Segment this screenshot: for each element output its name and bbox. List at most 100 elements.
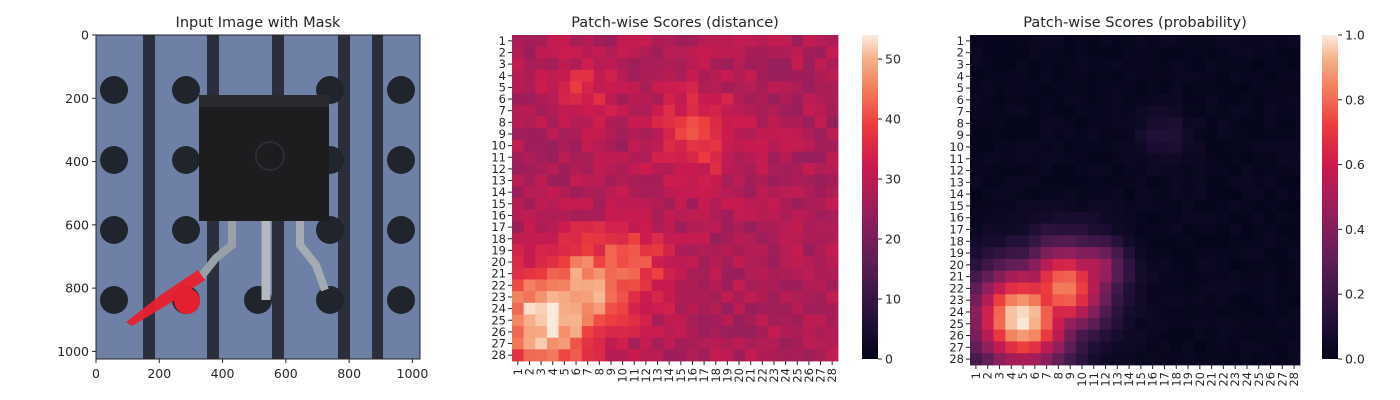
heatmap-cell <box>1064 164 1077 177</box>
heatmap-cell <box>803 209 816 222</box>
heatmap-cell <box>1052 223 1065 236</box>
heatmap-cell <box>1241 70 1254 83</box>
y-tick-label: 8 <box>499 115 506 129</box>
heatmap-cell <box>512 326 525 339</box>
heatmap-cell <box>981 211 994 224</box>
x-tick-label: 13 <box>651 368 665 383</box>
heatmap-cell <box>593 232 606 245</box>
heatmap-cell <box>733 291 746 304</box>
x-tick-label: 16 <box>1146 372 1160 387</box>
heatmap-cell <box>593 186 606 199</box>
x-tick-label: 1 <box>969 372 983 379</box>
y-tick-label: 9 <box>957 128 964 142</box>
board-strip <box>338 35 350 359</box>
heatmap-cell <box>1241 247 1254 260</box>
heatmap-cell <box>1005 258 1018 272</box>
heatmap-cell <box>756 279 769 292</box>
heatmap-cell <box>616 337 629 350</box>
heatmap-cell <box>686 163 699 176</box>
heatmap-cell <box>970 82 983 95</box>
heatmap-cell <box>1005 341 1018 354</box>
panel-probability: Patch-wise Scores (probability) 12345678… <box>949 15 1365 387</box>
heatmap-cell <box>1288 341 1301 354</box>
heatmap-cell <box>993 82 1006 95</box>
heatmap-cell <box>651 267 664 280</box>
heatmap-cell <box>512 221 525 234</box>
y-tick-label: 8 <box>957 116 964 130</box>
heatmap-cell <box>1123 176 1136 189</box>
heatmap-cell <box>826 35 839 48</box>
heatmap-cell <box>686 244 699 257</box>
heatmap-cell <box>779 291 792 304</box>
heatmap-cell <box>1158 200 1171 213</box>
heatmap-cell <box>1276 152 1289 166</box>
heatmap-cell <box>628 151 641 164</box>
heatmap-cell <box>1111 82 1124 95</box>
heatmap-cell <box>1146 294 1159 307</box>
heatmap-cell <box>546 151 559 164</box>
heatmap-cell <box>1158 82 1171 95</box>
y-tick-label: 13 <box>491 174 506 188</box>
heatmap-cell <box>1229 329 1242 342</box>
heatmap-cell <box>981 341 994 354</box>
heatmap-cell <box>628 174 641 187</box>
heatmap-cell <box>1005 117 1018 130</box>
heatmap-cell <box>1099 341 1112 354</box>
heatmap-cell <box>1135 93 1148 107</box>
heatmap-cell <box>721 279 734 292</box>
heatmap-cell <box>663 337 676 350</box>
heatmap-cell <box>675 81 688 94</box>
heatmap-cell <box>1182 188 1195 201</box>
x-tick-label: 17 <box>697 368 711 383</box>
heatmap-cell <box>605 232 618 245</box>
heatmap-cell <box>814 291 827 304</box>
heatmap-cell <box>1123 141 1136 154</box>
heatmap-cell <box>1205 141 1218 154</box>
y-tick-label: 3 <box>499 57 506 71</box>
heatmap-cell <box>1158 164 1171 177</box>
heatmap-cell <box>993 258 1006 272</box>
heatmap-cell <box>1111 247 1124 260</box>
heatmap-cell <box>581 116 594 129</box>
heatmap-cell <box>709 232 722 245</box>
heatmap-cell <box>605 104 618 117</box>
heatmap-cell <box>709 58 722 71</box>
x-tick-label: 22 <box>755 368 769 383</box>
heatmap-cell <box>581 186 594 199</box>
heatmap-distance-ticks: 1234567891011121314151617181920212223242… <box>491 34 839 383</box>
heatmap-cell <box>1052 164 1065 177</box>
heatmap-cell <box>640 244 653 257</box>
heatmap-cell <box>733 116 746 129</box>
heatmap-cell <box>651 279 664 292</box>
y-tick-label: 20 <box>949 258 964 272</box>
heatmap-cell <box>709 35 722 48</box>
heatmap-cell <box>651 174 664 187</box>
heatmap-cell <box>1040 188 1053 201</box>
heatmap-cell <box>1052 188 1065 201</box>
heatmap-cell <box>512 232 525 245</box>
heatmap-cell <box>1099 141 1112 154</box>
colorbar-tick-label: 0.4 <box>1345 222 1365 237</box>
heatmap-cell <box>1052 247 1065 260</box>
heatmap-cell <box>675 139 688 152</box>
heatmap-cell <box>768 46 781 59</box>
heatmap-cell <box>1264 282 1277 295</box>
heatmap-cell <box>1123 46 1136 59</box>
heatmap-cell <box>791 267 804 280</box>
x-tick-label: 10 <box>1075 372 1089 387</box>
heatmap-cell <box>1182 270 1195 283</box>
heatmap-cell <box>733 302 746 315</box>
heatmap-cell <box>651 302 664 315</box>
heatmap-cell <box>814 198 827 211</box>
heatmap-cell <box>535 221 548 234</box>
heatmap-cell <box>1193 70 1207 83</box>
heatmap-cell <box>1123 282 1136 295</box>
heatmap-cell <box>1005 188 1018 201</box>
y-tick-label: 25 <box>949 317 964 331</box>
heatmap-cell <box>756 198 769 211</box>
y-tick-label: 23 <box>491 290 506 304</box>
y-tick-label: 16 <box>491 208 506 222</box>
heatmap-cell <box>593 337 606 350</box>
heatmap-cell <box>570 302 583 315</box>
heatmap-cell <box>1193 93 1207 107</box>
